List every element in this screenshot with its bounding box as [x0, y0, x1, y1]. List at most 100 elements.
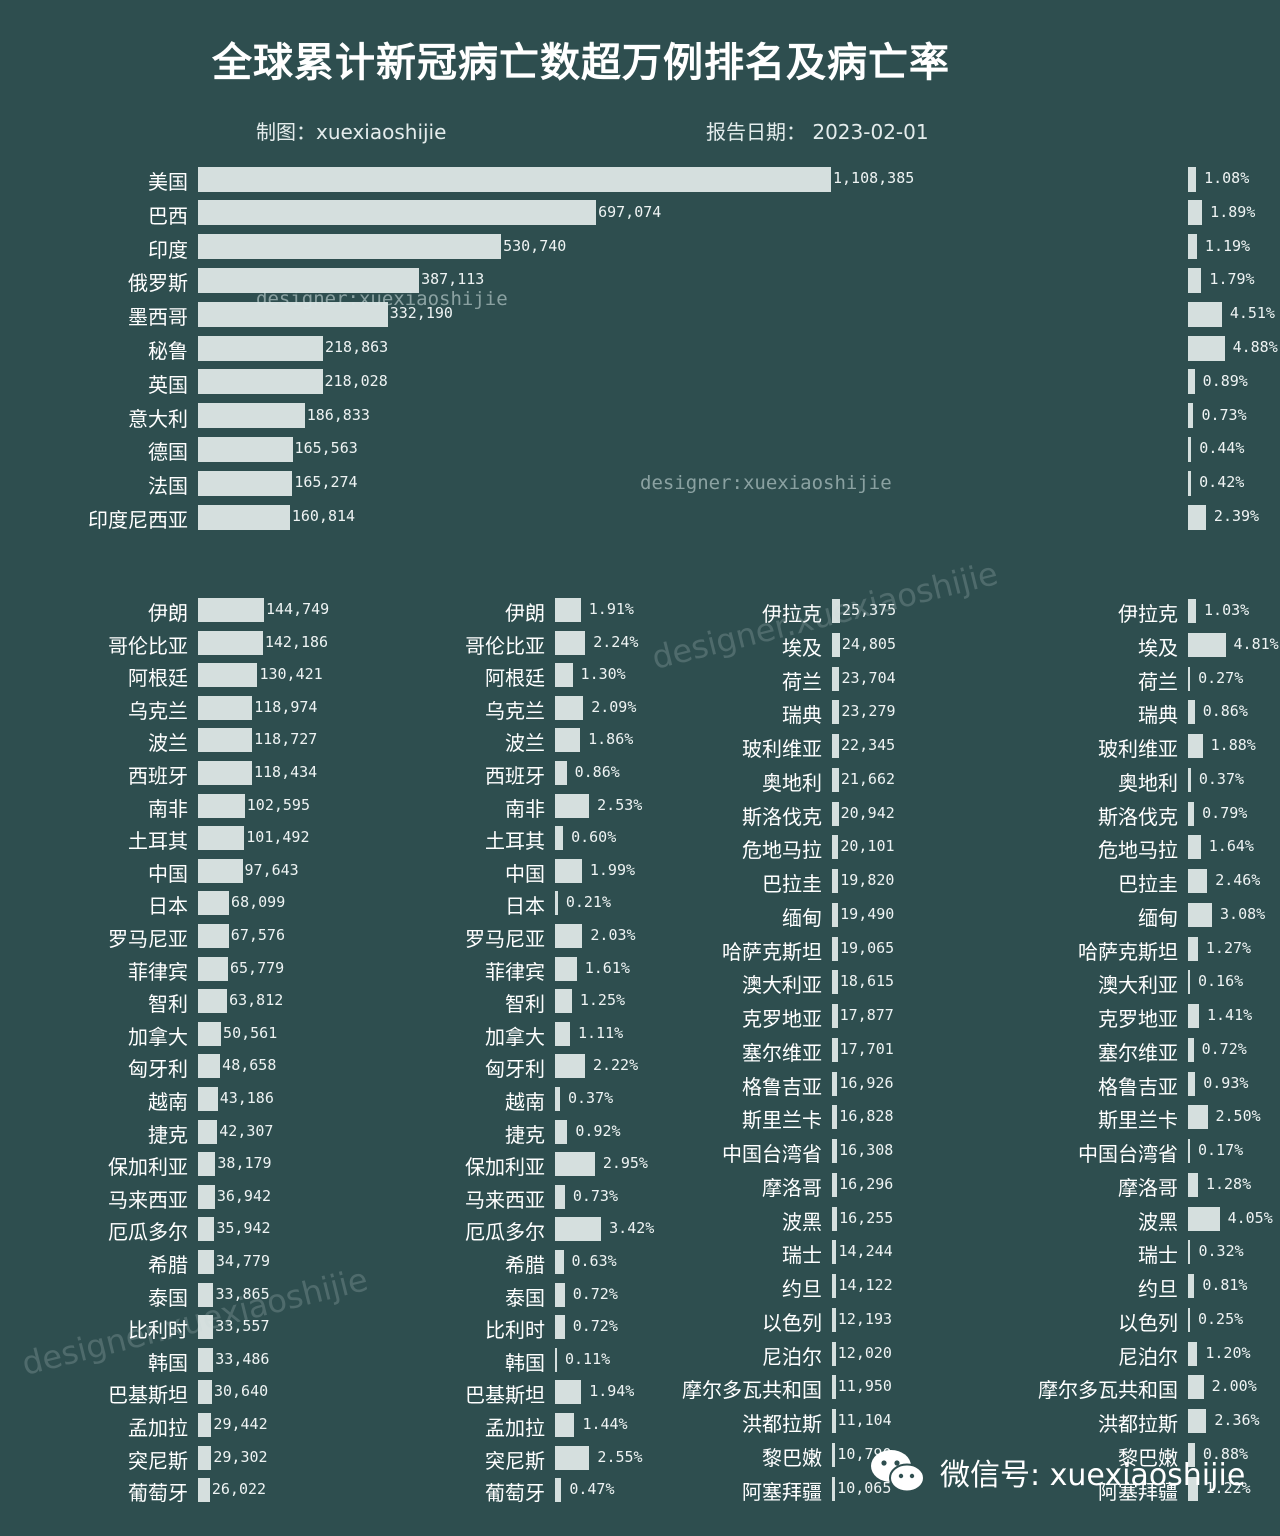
rate-value-label: 1.28%: [1205, 1174, 1252, 1193]
rate-bar: [1188, 336, 1225, 361]
deaths-bar: [198, 859, 243, 883]
deaths-bar: [832, 1038, 838, 1062]
rate-value-label: 4.88%: [1232, 338, 1278, 356]
deaths-bar: [198, 471, 293, 496]
deaths-value-label: 160,814: [291, 507, 356, 525]
country-label: 菲律宾: [128, 959, 188, 984]
rate-bar: [1188, 1274, 1195, 1298]
country-label: 危地马拉: [1098, 838, 1178, 863]
country-label: 乌克兰: [128, 698, 188, 723]
deaths-value-label: 16,296: [839, 1174, 894, 1193]
deaths-bar: [832, 1240, 837, 1264]
rate-bar: [1188, 700, 1195, 724]
deaths-value-label: 24,805: [841, 634, 896, 653]
rate-bar: [1188, 599, 1197, 623]
rate-value-label: 0.72%: [572, 1317, 618, 1336]
rate-bar: [555, 826, 564, 850]
rate-bar: [555, 1087, 560, 1111]
deaths-bar: [832, 903, 839, 927]
rate-value-label: 3.42%: [609, 1219, 655, 1238]
country-label: 摩尔多瓦共和国: [682, 1378, 822, 1403]
country-label: 澳大利亚: [742, 973, 822, 998]
deaths-value-label: 33,557: [215, 1317, 270, 1336]
rate-bar: [1188, 268, 1202, 293]
rate-value-label: 2.36%: [1214, 1411, 1260, 1429]
country-label: 瑞典: [1138, 703, 1178, 728]
deaths-bar: [832, 1105, 838, 1129]
deaths-bar: [198, 1315, 214, 1339]
country-label: 哈萨克斯坦: [1078, 939, 1178, 964]
deaths-bar: [198, 728, 253, 752]
country-label: 南非: [505, 796, 545, 821]
rate-value-label: 1.44%: [582, 1415, 628, 1433]
deaths-bar: [832, 869, 839, 893]
maker-text: 制图：xuexiaoshijie: [256, 120, 447, 144]
wechat-icon: [871, 1450, 925, 1493]
country-label: 葡萄牙: [128, 1481, 188, 1506]
wechat-badge: 微信号: xuexiaoshijie: [868, 1444, 1245, 1500]
rate-value-label: 0.37%: [567, 1089, 614, 1107]
country-label: 格鲁吉亚: [742, 1074, 822, 1099]
country-label: 斯洛伐克: [742, 804, 822, 829]
country-label: 伊拉克: [762, 602, 822, 626]
rate-value-label: 2.55%: [597, 1447, 643, 1466]
rate-value-label: 2.53%: [597, 795, 643, 814]
wechat-id: 微信号: xuexiaoshijie: [940, 1458, 1246, 1493]
deaths-value-label: 142,186: [264, 632, 329, 651]
country-label: 埃及: [1138, 635, 1178, 660]
rate-value-label: 0.47%: [569, 1480, 615, 1499]
rate-bar: [555, 598, 581, 622]
rate-value-label: 0.79%: [1202, 803, 1248, 822]
deaths-bar: [198, 268, 420, 293]
country-label: 哥伦比亚: [108, 633, 188, 658]
country-label: 保加利亚: [465, 1155, 545, 1180]
rate-value-label: 0.72%: [1201, 1039, 1247, 1058]
deaths-bar: [832, 1409, 836, 1433]
country-label: 捷克: [148, 1122, 188, 1147]
deaths-bar: [832, 700, 840, 724]
deaths-value-label: 23,704: [841, 668, 896, 687]
country-label: 黎巴嫩: [1118, 1445, 1178, 1470]
deaths-bar: [198, 696, 253, 720]
country-label: 克罗地亚: [742, 1007, 822, 1031]
deaths-bar: [832, 802, 839, 826]
country-label: 希腊: [505, 1253, 545, 1277]
country-label: 智利: [148, 992, 188, 1017]
deaths-value-label: 34,779: [215, 1252, 271, 1270]
deaths-value-label: 65,779: [229, 958, 285, 977]
chart-title: 全球累计新冠病亡数超万例排名及病亡率: [212, 40, 950, 86]
rate-value-label: 2.39%: [1213, 507, 1260, 525]
rate-value-label: 2.46%: [1215, 871, 1261, 889]
deaths-value-label: 25,375: [842, 601, 897, 619]
rate-value-label: 2.00%: [1211, 1377, 1257, 1396]
rate-value-label: 0.92%: [575, 1121, 621, 1140]
deaths-value-label: 17,877: [839, 1006, 894, 1024]
country-label: 缅甸: [1138, 905, 1178, 930]
deaths-bar: [832, 768, 839, 792]
country-label: 阿根廷: [485, 666, 545, 691]
country-label: 罗马尼亚: [465, 927, 545, 951]
rate-bar: [1188, 1342, 1198, 1366]
deaths-bar: [198, 1348, 214, 1372]
rate-value-label: 2.03%: [590, 926, 636, 944]
deaths-bar: [198, 1022, 222, 1046]
rate-value-label: 0.44%: [1199, 439, 1245, 458]
rate-value-label: 2.24%: [593, 632, 639, 651]
country-label: 斯里兰卡: [1098, 1108, 1178, 1133]
rate-value-label: 4.51%: [1229, 304, 1275, 323]
deaths-bar: [198, 403, 305, 428]
country-label: 黎巴嫩: [762, 1445, 822, 1470]
deaths-bar: [198, 1087, 218, 1111]
rate-value-label: 0.73%: [1201, 405, 1247, 424]
report-date: 报告日期： 2023-02-01: [706, 120, 929, 144]
deaths-value-label: 43,186: [219, 1089, 274, 1107]
country-label: 荷兰: [782, 669, 822, 694]
country-label: 越南: [148, 1090, 188, 1114]
deaths-bar: [198, 826, 245, 850]
watermark: designer:xuexiaoshijie: [640, 472, 892, 494]
deaths-value-label: 16,926: [839, 1073, 894, 1092]
deaths-value-label: 118,727: [254, 730, 318, 749]
deaths-value-label: 387,113: [421, 270, 485, 289]
deaths-bar: [832, 1308, 836, 1332]
rate-bar: [555, 989, 572, 1013]
